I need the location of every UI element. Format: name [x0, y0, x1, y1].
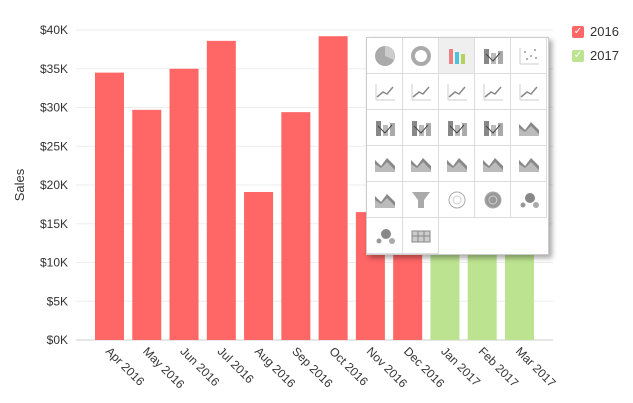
area-2-chart-icon [374, 157, 395, 172]
chart-type-web-filled[interactable] [475, 182, 511, 218]
bar-2017[interactable] [504, 254, 534, 340]
chart-type-packed-bubble[interactable] [367, 218, 403, 254]
spline-chart-icon [483, 83, 503, 100]
chart-type-table[interactable] [403, 218, 439, 254]
chart-type-stacked-area-markers[interactable] [367, 182, 403, 218]
chart-type-bubble[interactable] [511, 182, 547, 218]
chart-type-stacked-bar-spline[interactable] [475, 110, 511, 146]
y-tick-label: $0K [47, 333, 68, 347]
pie-chart-icon [374, 45, 395, 66]
line-markers-chart-icon [447, 83, 467, 100]
chart-type-step-line[interactable] [367, 74, 403, 110]
area-markers-chart-icon [482, 157, 503, 172]
chart-type-spline-markers[interactable] [511, 74, 547, 110]
area-4-chart-icon [446, 157, 467, 172]
y-tick-label: $15K [40, 217, 68, 231]
bar-2016[interactable] [318, 36, 348, 340]
stacked-bar-chart-icon [483, 48, 503, 64]
y-tick-label: $35K [40, 62, 68, 76]
chart-type-stacked-bar[interactable] [475, 38, 511, 74]
legend-label: 2017 [590, 48, 619, 63]
stacked-bar-line-chart-icon [447, 120, 467, 136]
y-tick-label: $20K [40, 178, 68, 192]
chart-type-bar-line[interactable] [367, 110, 403, 146]
x-tick-label: Mar 2017 [513, 344, 559, 390]
checkbox-icon[interactable]: ✓ [572, 49, 584, 62]
bar-2016[interactable] [169, 68, 199, 340]
bar-2016[interactable] [244, 191, 274, 340]
y-tick-label: $40K [40, 23, 68, 37]
web-filled-chart-icon [484, 191, 501, 208]
y-tick-label: $5K [47, 294, 68, 308]
chart-type-line-markers[interactable] [439, 74, 475, 110]
chart-type-area-markers[interactable] [475, 146, 511, 182]
table-chart-icon [411, 230, 430, 242]
line-chart-icon [411, 83, 431, 100]
chart-type-web[interactable] [439, 182, 475, 218]
chart-type-donut[interactable] [403, 38, 439, 74]
chart-type-scatter[interactable] [511, 38, 547, 74]
chart-type-pie[interactable] [367, 38, 403, 74]
area-chart-icon [518, 121, 539, 136]
legend-label: 2016 [590, 24, 619, 39]
y-tick-label: $25K [40, 139, 68, 153]
chart-type-bar-spline[interactable] [403, 110, 439, 146]
chart-type-area[interactable] [511, 110, 547, 146]
scatter-chart-icon [519, 47, 539, 64]
chart-type-line[interactable] [403, 74, 439, 110]
bubble-chart-icon [520, 192, 539, 208]
legend-item-2016[interactable]: ✓ 2016 [572, 24, 619, 39]
chart-type-area-4[interactable] [439, 146, 475, 182]
chart-type-stacked-area[interactable] [511, 146, 547, 182]
step-line-chart-icon [375, 83, 395, 100]
bar-spline-chart-icon [411, 120, 431, 136]
donut-chart-icon [410, 45, 431, 66]
funnel-chart-icon [411, 191, 430, 208]
bar-2016[interactable] [95, 72, 124, 340]
bar-2016[interactable] [281, 112, 311, 341]
y-tick-label: $30K [40, 101, 68, 115]
chart-type-spline[interactable] [475, 74, 511, 110]
packed-bubble-chart-icon [376, 228, 395, 244]
chart-type-stacked-bar-line[interactable] [439, 110, 475, 146]
bar-chart-icon [448, 48, 465, 64]
chart-type-funnel[interactable] [403, 182, 439, 218]
bar-2017[interactable] [430, 239, 460, 340]
area-3-chart-icon [410, 157, 431, 172]
chart-type-area-2[interactable] [367, 146, 403, 182]
spline-markers-chart-icon [519, 83, 539, 100]
chart-type-bar[interactable] [439, 38, 475, 74]
stacked-area-markers-chart-icon [374, 193, 395, 208]
chart-type-area-3[interactable] [403, 146, 439, 182]
y-axis-title: Sales [12, 168, 27, 201]
stacked-bar-spline-chart-icon [483, 120, 503, 136]
bar-2016[interactable] [206, 40, 236, 340]
bar-2016[interactable] [132, 109, 162, 340]
x-tick-label: Apr 2016 [103, 344, 148, 389]
web-chart-icon [448, 191, 465, 208]
bar-line-chart-icon [375, 120, 395, 136]
y-tick-label: $10K [40, 256, 68, 270]
checkbox-icon[interactable]: ✓ [572, 25, 584, 38]
stacked-area-chart-icon [518, 157, 539, 172]
legend-item-2017[interactable]: ✓ 2017 [572, 48, 619, 63]
chart-type-picker [366, 37, 549, 255]
